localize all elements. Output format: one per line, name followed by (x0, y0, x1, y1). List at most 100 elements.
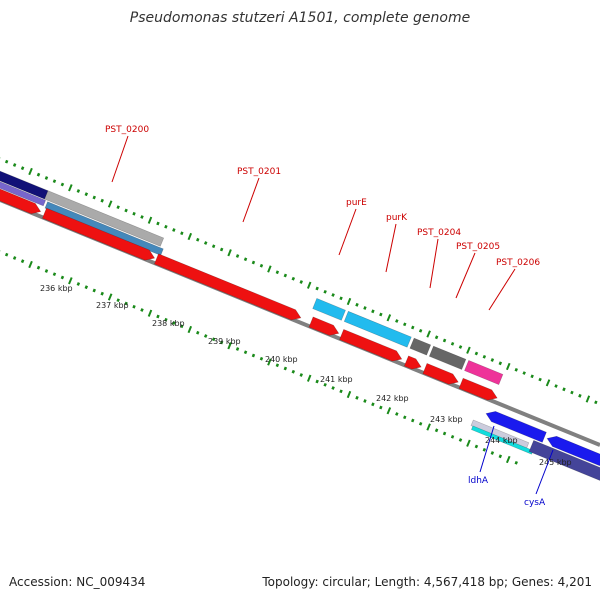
outer-tick-ring (0, 157, 598, 405)
feature-red (308, 316, 340, 336)
inner-tick (466, 439, 471, 447)
gene-label: PST_0201 (237, 167, 281, 177)
outer-tick (219, 247, 224, 252)
inner-tick (180, 324, 184, 329)
inner-tick (172, 321, 176, 325)
inner-tick (331, 386, 335, 390)
inner-tick (36, 265, 41, 270)
inner-tick (251, 353, 256, 358)
outer-tick (4, 159, 9, 164)
outer-tick (251, 260, 256, 265)
inner-tick (243, 350, 248, 355)
leader-line (455, 252, 476, 299)
outer-tick (20, 166, 25, 171)
inner-tick (371, 402, 375, 407)
feature-gray (44, 190, 165, 247)
outer-tick (227, 249, 232, 257)
inner-tick (84, 285, 89, 290)
outer-tick (203, 241, 208, 245)
inner-tick (346, 390, 352, 399)
outer-tick (315, 286, 319, 291)
scale-label: 245 kbp (539, 458, 572, 467)
scale-label: 236 kbp (40, 284, 73, 293)
outer-tick (434, 335, 439, 340)
outer-tick (442, 338, 447, 343)
gene-label: PST_0204 (417, 228, 461, 238)
outer-tick (371, 309, 375, 314)
gene-label-leaders (111, 135, 554, 495)
outer-tick (578, 393, 582, 398)
outer-tick (92, 195, 96, 200)
outer-tick (132, 211, 136, 216)
outer-tick (538, 377, 542, 382)
outer-tick (331, 293, 335, 297)
outer-tick (403, 322, 407, 327)
leader-line (535, 449, 554, 495)
inner-tick (403, 415, 407, 420)
inner-tick (12, 256, 17, 260)
outer-tick (76, 189, 81, 193)
outer-tick (426, 330, 431, 338)
outer-tick (235, 254, 240, 258)
feature-PST_0204 (409, 337, 432, 356)
feature-blue (485, 411, 547, 443)
inner-tick (116, 298, 120, 303)
inner-tick (235, 347, 240, 351)
outer-tick (60, 182, 65, 187)
inner-tick (395, 412, 399, 416)
inner-tick (355, 395, 359, 400)
gene-label: purE (346, 198, 367, 208)
feature-PST_0200 (42, 207, 156, 261)
feature-PST_0201 (154, 253, 302, 321)
outer-tick (283, 273, 288, 278)
outer-tick (530, 374, 534, 379)
outer-tick (339, 296, 343, 301)
inner-tick (196, 330, 200, 335)
outer-tick (570, 390, 574, 395)
outer-tick (52, 179, 57, 184)
inner-tick (450, 434, 455, 439)
inner-tick (490, 451, 495, 455)
feature-PST_0206 (464, 360, 504, 385)
outer-tick (498, 361, 503, 366)
inner-tick (92, 288, 96, 293)
outer-tick (180, 231, 184, 236)
outer-tick (275, 270, 280, 275)
inner-tick (306, 374, 312, 382)
inner-tick (219, 340, 224, 345)
scale-label: 241 kbp (320, 375, 353, 384)
inner-tick (514, 460, 518, 465)
outer-tick (267, 265, 272, 273)
gene-label: PST_0200 (105, 125, 149, 135)
feature-cysA (528, 440, 600, 481)
outer-tick (36, 172, 41, 177)
inner-tick (291, 369, 296, 374)
inner-tick-ring (0, 250, 518, 465)
gene-features (0, 170, 600, 481)
scale-label: 244 kbp (485, 436, 518, 445)
leader-line (242, 177, 260, 223)
inner-tick (4, 252, 9, 257)
inner-tick (474, 444, 479, 449)
gene-label: PST_0206 (496, 258, 540, 268)
genome-summary-text: Topology: circular; Length: 4,567,418 bp… (262, 575, 592, 589)
inner-tick (299, 373, 303, 377)
feature-blue (546, 435, 600, 467)
gene-label: ldhA (468, 476, 489, 486)
outer-tick (259, 263, 264, 268)
outer-tick (299, 280, 303, 284)
feature-purK (343, 310, 412, 348)
inner-tick (482, 447, 487, 452)
outer-tick (355, 302, 359, 307)
outer-tick (243, 257, 248, 262)
inner-tick (203, 334, 208, 338)
outer-tick (172, 228, 176, 232)
inner-tick (68, 277, 73, 285)
feature-steelblue (44, 201, 164, 256)
gene-labels: PST_0200 PST_0201 purE purK PST_0204 PST_0205… (105, 125, 546, 508)
inner-tick (505, 455, 511, 464)
outer-tick (84, 192, 89, 197)
inner-tick (386, 407, 392, 415)
feature-red (403, 355, 422, 370)
